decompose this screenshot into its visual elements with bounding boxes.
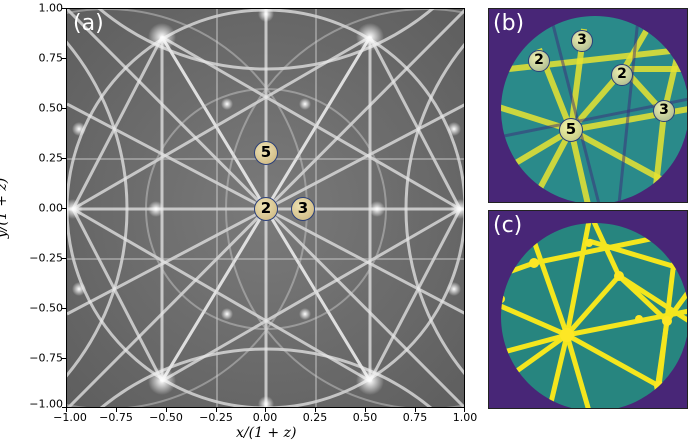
x-tick-label: 0.25 [302, 411, 328, 424]
y-tick-label: 0.00 [38, 201, 64, 215]
x-tick-label: 0.50 [352, 411, 378, 424]
y-tick-label: −1.00 [29, 397, 63, 411]
y-tick-label: −0.75 [29, 351, 63, 365]
zone-axis-badge: 3 [291, 197, 315, 221]
y-tick-mark [62, 8, 66, 9]
y-tick-label: 0.25 [38, 151, 64, 165]
panel-label-a: (a) [73, 11, 104, 36]
y-tick-label: 0.50 [38, 101, 64, 115]
y-tick-mark [62, 308, 66, 309]
experimental-pattern-panel-b: (b) 2 3 2 3 5 [488, 8, 688, 203]
x-tick-mark [365, 408, 366, 412]
x-tick-mark [315, 408, 316, 412]
x-tick-label: 0.75 [402, 411, 428, 424]
x-tick-mark [66, 408, 67, 412]
zone-axis-badge: 2 [528, 50, 550, 72]
zone-axis-badge: 3 [653, 100, 675, 122]
y-tick-mark [62, 358, 66, 359]
zone-axis-badge: 2 [611, 64, 633, 86]
y-tick-mark [62, 407, 66, 408]
x-axis-label: x/(1 + z) [236, 425, 297, 441]
x-tick-mark [216, 408, 217, 412]
zone-axis-badge: 5 [254, 141, 278, 165]
x-tick-label: −1.00 [53, 411, 87, 424]
zone-axis-badge: 2 [254, 197, 278, 221]
x-tick-label: 1.00 [452, 411, 478, 424]
panel-label-c: (c) [493, 213, 523, 238]
y-tick-label: −0.25 [29, 251, 63, 265]
panel-label-b: (b) [493, 11, 525, 36]
y-tick-label: 1.00 [38, 1, 64, 15]
x-tick-mark [265, 408, 266, 412]
y-tick-mark [62, 158, 66, 159]
y-tick-mark [62, 258, 66, 259]
y-tick-label: −0.50 [29, 301, 63, 315]
kikuchi-pattern-panel-a: (a) 5 2 3 [66, 8, 465, 408]
x-tick-label: −0.75 [99, 411, 133, 424]
viridis-pattern-graphic [501, 223, 687, 408]
processed-pattern-panel-c: (c) [488, 210, 688, 409]
y-tick-mark [62, 208, 66, 209]
y-tick-label: 0.75 [38, 51, 64, 65]
y-tick-mark [62, 58, 66, 59]
y-tick-mark [62, 108, 66, 109]
x-tick-mark [116, 408, 117, 412]
y-axis-label: y/(1 + z) [0, 177, 11, 239]
x-tick-label: −0.50 [149, 411, 183, 424]
x-tick-label: 0.00 [252, 411, 278, 424]
zone-axis-badge: 3 [571, 30, 593, 52]
x-tick-mark [464, 408, 465, 412]
x-tick-mark [166, 408, 167, 412]
x-tick-mark [415, 408, 416, 412]
zone-axis-badge: 5 [559, 118, 583, 142]
x-tick-label: −0.25 [199, 411, 233, 424]
